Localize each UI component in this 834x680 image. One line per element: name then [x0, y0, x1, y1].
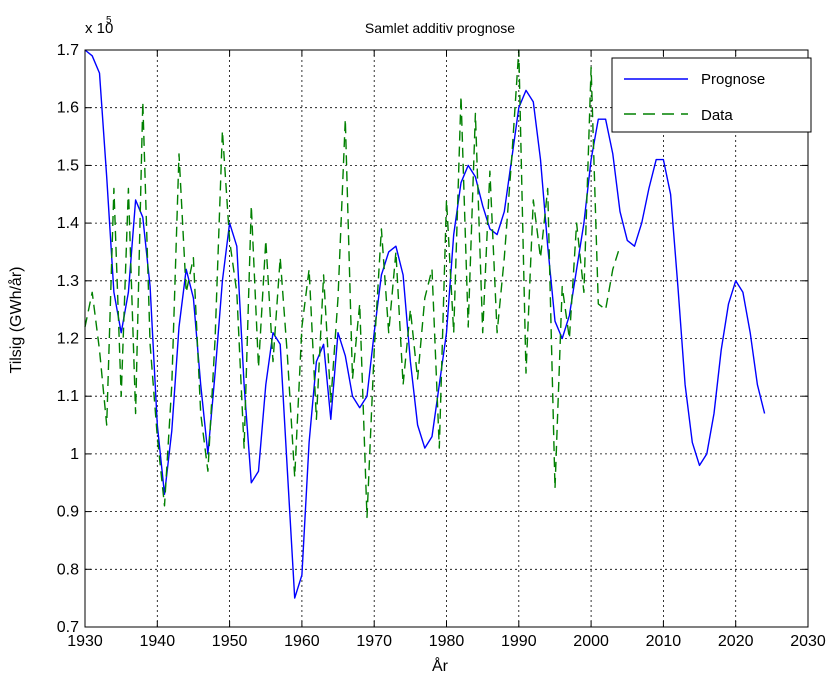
y-tick-label: 0.8	[57, 561, 79, 578]
x-tick-label: 1940	[140, 633, 176, 650]
y-multiplier: x 10 5	[85, 15, 113, 37]
x-tick-label: 1950	[212, 633, 248, 650]
x-tick-label: 1960	[284, 633, 320, 650]
x-tick-label: 1930	[67, 633, 103, 650]
y-tick-label: 0.9	[57, 504, 79, 521]
y-tick-label: 1.6	[57, 100, 79, 117]
series-line-data	[84, 49, 621, 519]
series-layer	[84, 49, 766, 599]
x-tick-label: 2030	[790, 633, 826, 650]
y-axis-label: Tilsig (GWh/år)	[7, 267, 25, 374]
x-tick-label: 1990	[501, 633, 537, 650]
y-tick-label: 1.2	[57, 331, 79, 348]
y-tick-label: 1.1	[57, 388, 79, 405]
ticks: 1930 1940 1950 1960 1970 1980 1990 2000 2010 2020…	[57, 42, 826, 650]
y-multiplier-base: x 10	[85, 20, 113, 37]
x-tick-label: 2020	[718, 633, 754, 650]
y-tick-label: 1.3	[57, 273, 79, 290]
legend-box	[611, 57, 812, 133]
x-tick-label: 1980	[429, 633, 465, 650]
x-tick-label: 1970	[356, 633, 392, 650]
x-tick-label: 2000	[573, 633, 609, 650]
x-axis-label: År	[432, 656, 449, 675]
y-tick-label: 1.5	[57, 157, 79, 174]
chart-title: Samlet additiv prognose	[365, 20, 515, 36]
y-tick-label: 1.7	[57, 42, 79, 59]
legend-label-data: Data	[701, 107, 733, 124]
x-tick-label: 2010	[646, 633, 682, 650]
legend-label-prognose: Prognose	[701, 71, 765, 88]
y-tick-label: 1	[70, 446, 79, 463]
y-tick-label: 0.7	[57, 619, 79, 636]
legend: Prognose Data	[611, 57, 812, 133]
y-tick-label: 1.4	[57, 215, 79, 232]
y-multiplier-exponent: 5	[106, 15, 112, 26]
